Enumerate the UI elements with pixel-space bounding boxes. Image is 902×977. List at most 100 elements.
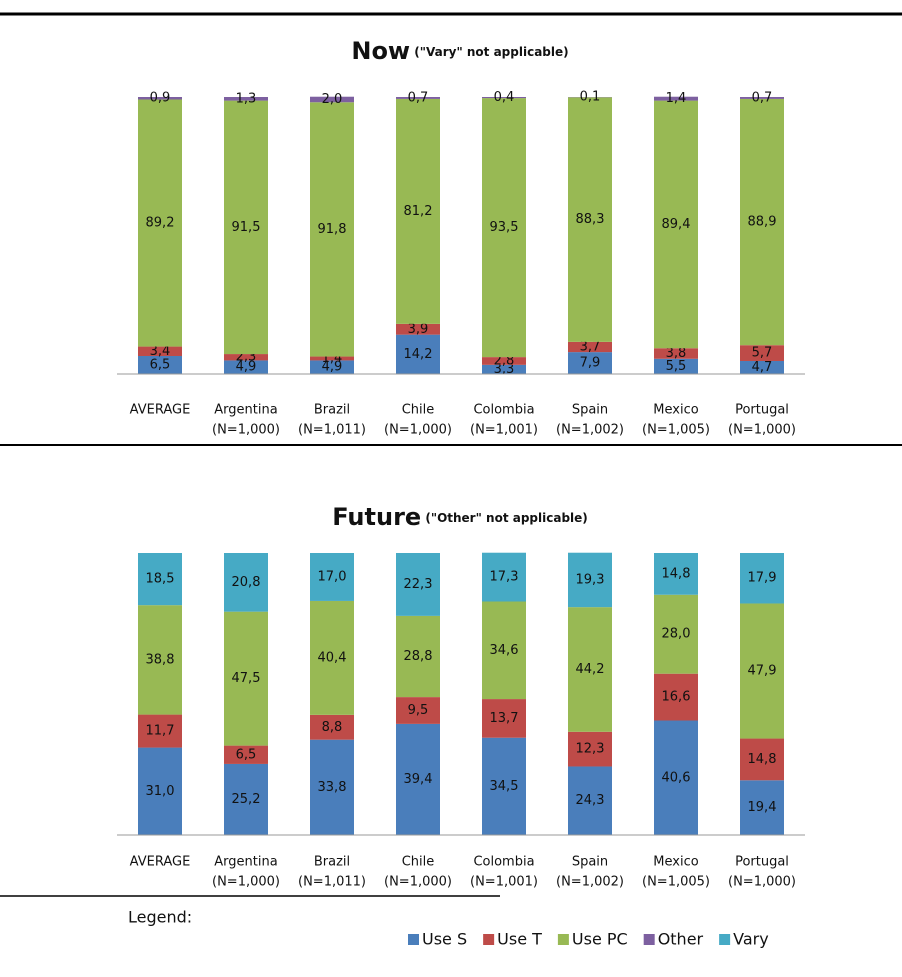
value-label: 4,9 xyxy=(236,360,257,375)
bar-segment xyxy=(740,780,784,835)
bar-segment xyxy=(568,341,612,353)
bar-segment xyxy=(568,352,612,374)
value-label: 88,3 xyxy=(576,212,605,227)
bar-segment xyxy=(396,98,440,324)
bar-segment xyxy=(482,552,526,602)
bar-segment xyxy=(224,360,268,374)
bar-segment xyxy=(396,97,440,99)
bar-segment xyxy=(396,723,440,835)
x-tick-label: (N=1,000) xyxy=(728,875,796,890)
bar-segment xyxy=(138,605,182,715)
value-label: 3,7 xyxy=(580,339,601,354)
value-label: 89,2 xyxy=(146,216,175,231)
bar-segment xyxy=(138,346,182,356)
value-label: 31,0 xyxy=(146,784,175,799)
value-label: 28,0 xyxy=(662,627,691,642)
x-tick-label: (N=1,005) xyxy=(642,875,710,890)
title-main: Now xyxy=(351,37,410,65)
x-tick-label: (N=1,001) xyxy=(470,875,538,890)
bar-segment xyxy=(654,673,698,721)
value-label: 1,4 xyxy=(666,91,687,106)
value-label: 89,4 xyxy=(662,217,691,232)
bar-segment xyxy=(482,357,526,365)
value-label: 34,5 xyxy=(490,779,519,794)
value-label: 2,0 xyxy=(322,92,343,107)
bar-segment xyxy=(224,611,268,746)
chart-title: Future ("Other" not applicable) xyxy=(332,503,588,531)
value-label: 4,7 xyxy=(752,360,773,375)
value-label: 17,9 xyxy=(748,571,777,586)
value-label: 7,9 xyxy=(580,356,601,371)
bar-segment xyxy=(654,594,698,674)
legend-swatch xyxy=(719,934,731,945)
value-label: 2,8 xyxy=(494,353,515,368)
x-tick-label: (N=1,000) xyxy=(384,875,452,890)
x-tick-label: Chile xyxy=(402,403,435,418)
value-label: 91,8 xyxy=(318,222,347,237)
x-tick-label: Spain xyxy=(572,855,608,870)
value-label: 22,3 xyxy=(404,577,433,592)
x-tick-label: Argentina xyxy=(214,403,277,418)
value-label: 9,5 xyxy=(408,703,429,718)
bar-segment xyxy=(740,97,784,99)
value-label: 11,7 xyxy=(146,724,175,739)
value-label: 34,6 xyxy=(490,643,519,658)
value-label: 14,8 xyxy=(748,752,777,767)
bar-segment xyxy=(482,601,526,700)
bar-segment xyxy=(740,738,784,781)
legend-label: Use PC xyxy=(572,930,628,949)
x-tick-label: Spain xyxy=(572,403,608,418)
value-label: 91,5 xyxy=(232,220,261,235)
bar-segment xyxy=(482,364,526,374)
x-tick-label: (N=1,000) xyxy=(384,423,452,438)
x-tick-label: (N=1,001) xyxy=(470,423,538,438)
value-label: 39,4 xyxy=(404,772,433,787)
x-tick-label: Argentina xyxy=(214,855,277,870)
bar-segment xyxy=(396,615,440,698)
value-label: 19,3 xyxy=(576,572,605,587)
bar-segment xyxy=(740,553,784,604)
bar-segment xyxy=(310,102,354,357)
bar-segment xyxy=(396,334,440,374)
bar-segment xyxy=(568,552,612,608)
value-label: 1,3 xyxy=(236,91,257,106)
value-label: 40,4 xyxy=(318,650,347,665)
bar-segment xyxy=(310,600,354,715)
x-tick-label: (N=1,000) xyxy=(212,875,280,890)
value-label: 0,1 xyxy=(580,90,601,105)
legend-title: Legend: xyxy=(128,908,192,927)
bar-segment xyxy=(224,100,268,355)
value-label: 6,5 xyxy=(150,357,171,372)
value-label: 17,3 xyxy=(490,570,519,585)
x-tick-label: (N=1,011) xyxy=(298,875,366,890)
value-label: 33,8 xyxy=(318,780,347,795)
value-label: 8,8 xyxy=(322,720,343,735)
bar-segment xyxy=(568,97,612,342)
bar-segment xyxy=(482,97,526,99)
x-tick-label: Portugal xyxy=(735,855,789,870)
value-label: 47,5 xyxy=(232,671,261,686)
value-label: 0,7 xyxy=(752,90,773,105)
x-tick-label: Portugal xyxy=(735,403,789,418)
bar-segment xyxy=(310,356,354,361)
bar-segment xyxy=(224,745,268,764)
title-main: Future xyxy=(332,503,421,531)
value-label: 13,7 xyxy=(490,711,519,726)
value-label: 12,3 xyxy=(576,742,605,757)
value-label: 0,7 xyxy=(408,90,429,105)
bar-segment xyxy=(740,603,784,739)
value-label: 16,6 xyxy=(662,690,691,705)
bar-segment xyxy=(568,731,612,767)
title-sub: ("Vary" not applicable) xyxy=(414,45,568,59)
bar-segment xyxy=(310,739,354,835)
bar-segment xyxy=(224,97,268,101)
legend-swatch xyxy=(483,934,495,945)
value-label: 81,2 xyxy=(404,204,433,219)
x-tick-label: AVERAGE xyxy=(130,403,191,418)
x-tick-label: (N=1,000) xyxy=(728,423,796,438)
bar-segment xyxy=(138,747,182,835)
bar-segment xyxy=(224,763,268,835)
value-label: 6,5 xyxy=(236,747,257,762)
value-label: 44,2 xyxy=(576,662,605,677)
